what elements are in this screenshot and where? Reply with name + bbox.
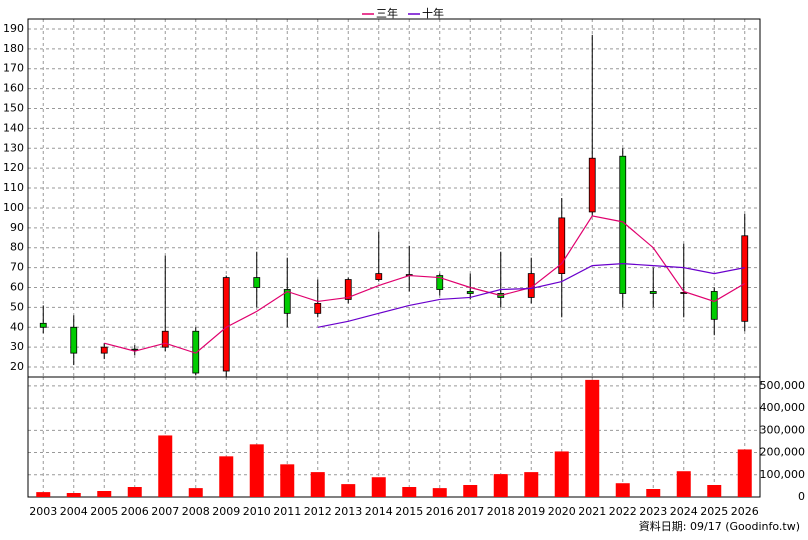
volume-bar	[219, 456, 234, 497]
volume-bar	[707, 485, 722, 497]
y-tick-label: 90	[10, 221, 24, 234]
x-tick-label: 2021	[578, 505, 606, 518]
x-tick-label: 2015	[395, 505, 423, 518]
y2-tick-label: 100,000	[760, 468, 806, 481]
y-tick-label: 70	[10, 261, 24, 274]
volume-bar	[97, 491, 112, 497]
y-tick-label: 20	[10, 360, 24, 373]
x-tick-label: 2012	[304, 505, 332, 518]
plot-border	[27, 18, 761, 378]
x-tick-label: 2004	[60, 505, 88, 518]
legend-label: 十年	[422, 6, 444, 20]
y-tick-label: 40	[10, 320, 24, 333]
x-tick-label: 2022	[609, 505, 637, 518]
candle-body	[253, 277, 261, 288]
volume-bar	[188, 488, 203, 497]
y-tick-label: 150	[3, 102, 24, 115]
candle-body	[344, 279, 352, 300]
y2-tick-label: 300,000	[760, 423, 806, 436]
candle-body	[375, 273, 383, 280]
candle-body	[649, 291, 657, 294]
candle-body	[741, 235, 749, 322]
volume-bar	[585, 379, 600, 497]
volume-bar	[554, 451, 569, 497]
candle-body	[283, 289, 291, 314]
candle-body	[70, 326, 78, 354]
x-tick-label: 2010	[243, 505, 271, 518]
volume-bar	[524, 472, 539, 497]
volume-bar	[66, 493, 81, 497]
y-tick-label: 120	[3, 161, 24, 174]
x-tick-label: 2016	[426, 505, 454, 518]
volume-bar	[127, 487, 142, 497]
x-tick-label: 2008	[182, 505, 210, 518]
x-tick-label: 2025	[700, 505, 728, 518]
volume-bar	[737, 449, 752, 497]
x-tick-label: 2005	[90, 505, 118, 518]
plot-border	[27, 376, 761, 498]
volume-bar	[310, 472, 325, 497]
y-tick-label: 50	[10, 300, 24, 313]
candle-body	[466, 291, 474, 294]
volume-bar	[249, 444, 264, 497]
candle-body	[161, 330, 169, 348]
y-tick-label: 100	[3, 201, 24, 214]
candle-body	[314, 303, 322, 314]
y-tick-label: 160	[3, 82, 24, 95]
x-tick-label: 2023	[639, 505, 667, 518]
x-tick-label: 2020	[548, 505, 576, 518]
candle-body	[222, 277, 230, 372]
candle-body	[100, 346, 108, 354]
x-tick-label: 2006	[121, 505, 149, 518]
volume-bar	[432, 488, 447, 497]
candle-body	[588, 157, 596, 213]
volume-bar	[158, 435, 173, 497]
y2-tick-label: 500,000	[760, 379, 806, 392]
y-tick-label: 110	[3, 181, 24, 194]
x-tick-label: 2026	[731, 505, 759, 518]
x-tick-label: 2014	[365, 505, 393, 518]
candle-body	[558, 217, 566, 274]
volume-bar	[280, 464, 295, 497]
candle-body	[710, 291, 718, 320]
x-tick-label: 2017	[456, 505, 484, 518]
ma-line	[104, 215, 746, 354]
candle-body	[39, 322, 47, 328]
y-tick-label: 180	[3, 42, 24, 55]
y-tick-label: 60	[10, 281, 24, 294]
volume-bar	[402, 487, 417, 497]
volume-bar	[36, 492, 51, 497]
y-tick-label: 130	[3, 141, 24, 154]
x-tick-label: 2007	[151, 505, 179, 518]
candle-body	[436, 275, 444, 290]
y2-tick-label: 0	[798, 490, 805, 503]
volume-bar	[463, 485, 478, 497]
x-tick-label: 2013	[334, 505, 362, 518]
volume-bar	[676, 471, 691, 497]
y-tick-label: 140	[3, 121, 24, 134]
volume-bar	[371, 477, 386, 497]
volume-bar	[493, 474, 508, 497]
candle-body	[131, 348, 139, 351]
x-tick-label: 2024	[670, 505, 698, 518]
volume-bar	[615, 483, 630, 497]
y-tick-label: 190	[3, 22, 24, 35]
footer: 資料日期: 09/17 (Goodinfo.tw)	[639, 519, 800, 533]
x-tick-label: 2018	[487, 505, 515, 518]
x-tick-label: 2019	[517, 505, 545, 518]
y-tick-label: 30	[10, 340, 24, 353]
y2-tick-label: 200,000	[760, 446, 806, 459]
x-tick-label: 2011	[273, 505, 301, 518]
ma-line	[317, 263, 745, 328]
volume-bar	[646, 489, 661, 497]
legend-label: 三年	[376, 6, 398, 20]
y-tick-label: 170	[3, 62, 24, 75]
x-tick-label: 2009	[212, 505, 240, 518]
candle-body	[619, 155, 627, 294]
y2-tick-label: 400,000	[760, 401, 806, 414]
y-tick-label: 80	[10, 241, 24, 254]
x-tick-label: 2003	[29, 505, 57, 518]
volume-bar	[341, 484, 356, 497]
